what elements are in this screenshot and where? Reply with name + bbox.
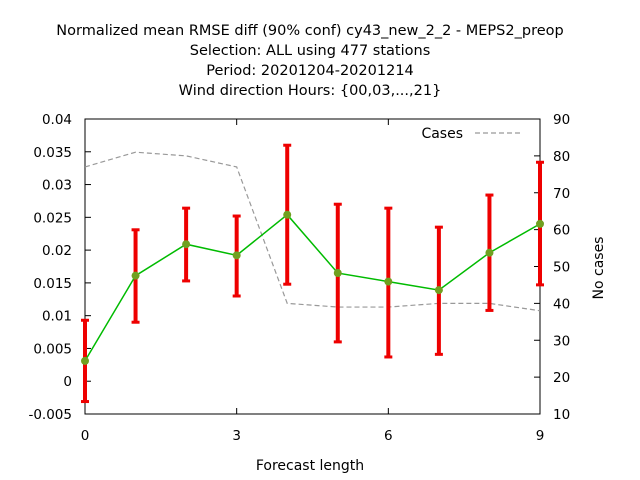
y-tick-label: 0.04: [42, 112, 72, 128]
y-tick-label: 0.015: [33, 276, 72, 292]
x-tick-label: 6: [384, 428, 393, 444]
y2-tick-label: 80: [553, 149, 570, 165]
x-tick-label: 9: [536, 428, 545, 444]
y-tick-label: 0: [63, 374, 72, 390]
y-axis-left: -0.005 0 0.005 0.01 0.015 0.02 0.025 0.03 0.035 0…: [28, 112, 91, 423]
x-tick-label: 3: [232, 428, 241, 444]
y2-tick-label: 70: [553, 186, 570, 202]
data-point: [232, 251, 241, 260]
series-rmse-diff: [81, 143, 544, 404]
y2-tick-label: 40: [553, 296, 570, 312]
title-line-1: Normalized mean RMSE diff (90% conf) cy4…: [56, 23, 563, 39]
data-point: [485, 248, 494, 257]
title-line-2: Selection: ALL using 477 stations: [190, 43, 431, 59]
data-point: [283, 210, 292, 219]
x-axis-label: Forecast length: [256, 458, 364, 474]
legend-label-cases: Cases: [421, 126, 463, 142]
y-axis-right: 10 20 30 40 50 60 70 80 90: [534, 112, 570, 423]
y2-tick-label: 10: [553, 407, 570, 423]
cases-line: [84, 151, 541, 312]
chart-title: Normalized mean RMSE diff (90% conf) cy4…: [56, 23, 563, 99]
rmse-diff-line: [84, 213, 541, 362]
title-line-3: Period: 20201204-20201214: [206, 63, 414, 79]
y2-tick-label: 50: [553, 260, 570, 276]
y2-tick-label: 90: [553, 112, 570, 128]
y2-tick-label: 60: [553, 223, 570, 239]
legend: Cases: [421, 126, 522, 142]
data-point: [131, 271, 140, 280]
y-tick-label: -0.005: [28, 407, 72, 423]
y-tick-label: 0.035: [33, 145, 72, 161]
x-tick-label: 0: [81, 428, 90, 444]
data-point: [182, 240, 191, 249]
x-axis: 0 3 6 9: [81, 119, 545, 444]
data-point: [536, 219, 544, 228]
y-tick-label: 0.01: [42, 309, 72, 325]
data-point: [81, 356, 89, 365]
y-tick-label: 0.005: [33, 341, 72, 357]
y-tick-label: 0.025: [33, 210, 72, 226]
series-cases: [84, 151, 541, 312]
y2-tick-label: 30: [553, 333, 570, 349]
title-line-4: Wind direction Hours: {00,03,...,21}: [179, 83, 442, 99]
y2-axis-label: No cases: [591, 237, 607, 300]
y-tick-label: 0.03: [42, 178, 72, 194]
data-point: [333, 269, 342, 278]
y2-tick-label: 20: [553, 370, 570, 386]
data-point: [434, 286, 443, 295]
y-tick-label: 0.02: [42, 243, 72, 259]
data-point: [384, 277, 393, 286]
